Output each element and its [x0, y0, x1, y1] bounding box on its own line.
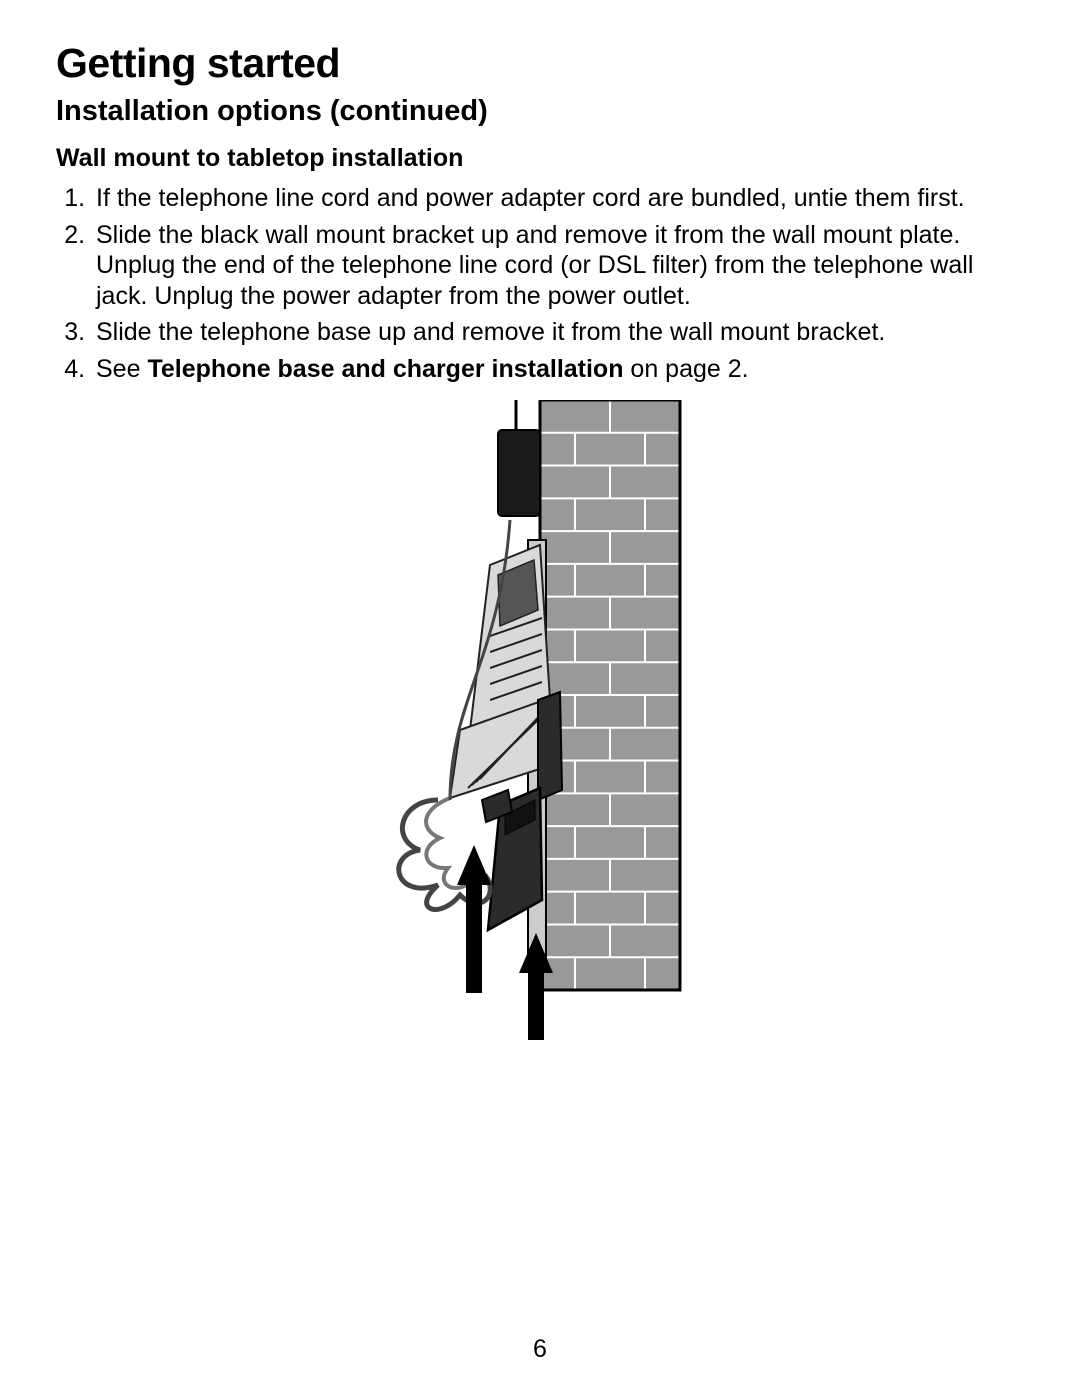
step-text: If the telephone line cord and power ada… — [96, 184, 965, 212]
step-item: Slide the black wall mount bracket up an… — [92, 220, 1024, 312]
step-suffix: on page 2. — [623, 355, 748, 383]
step-item: See Telephone base and charger installat… — [92, 354, 1024, 385]
step-text: Slide the telephone base up and remove i… — [96, 318, 885, 346]
section-title: Wall mount to tabletop installation — [56, 144, 1024, 173]
step-item: Slide the telephone base up and remove i… — [92, 317, 1024, 348]
step-bold: Telephone base and charger installation — [147, 355, 623, 383]
page-title: Getting started — [56, 40, 1024, 87]
step-prefix: See — [96, 355, 147, 383]
page-number: 6 — [0, 1335, 1080, 1364]
diagram-figure — [0, 400, 1080, 1045]
steps-list: If the telephone line cord and power ada… — [56, 183, 1024, 384]
step-text: Slide the black wall mount bracket up an… — [96, 221, 973, 310]
page: Getting started Installation options (co… — [0, 0, 1080, 1394]
page-subtitle: Installation options (continued) — [56, 95, 1024, 128]
diagram-svg — [390, 400, 690, 1040]
step-item: If the telephone line cord and power ada… — [92, 183, 1024, 214]
